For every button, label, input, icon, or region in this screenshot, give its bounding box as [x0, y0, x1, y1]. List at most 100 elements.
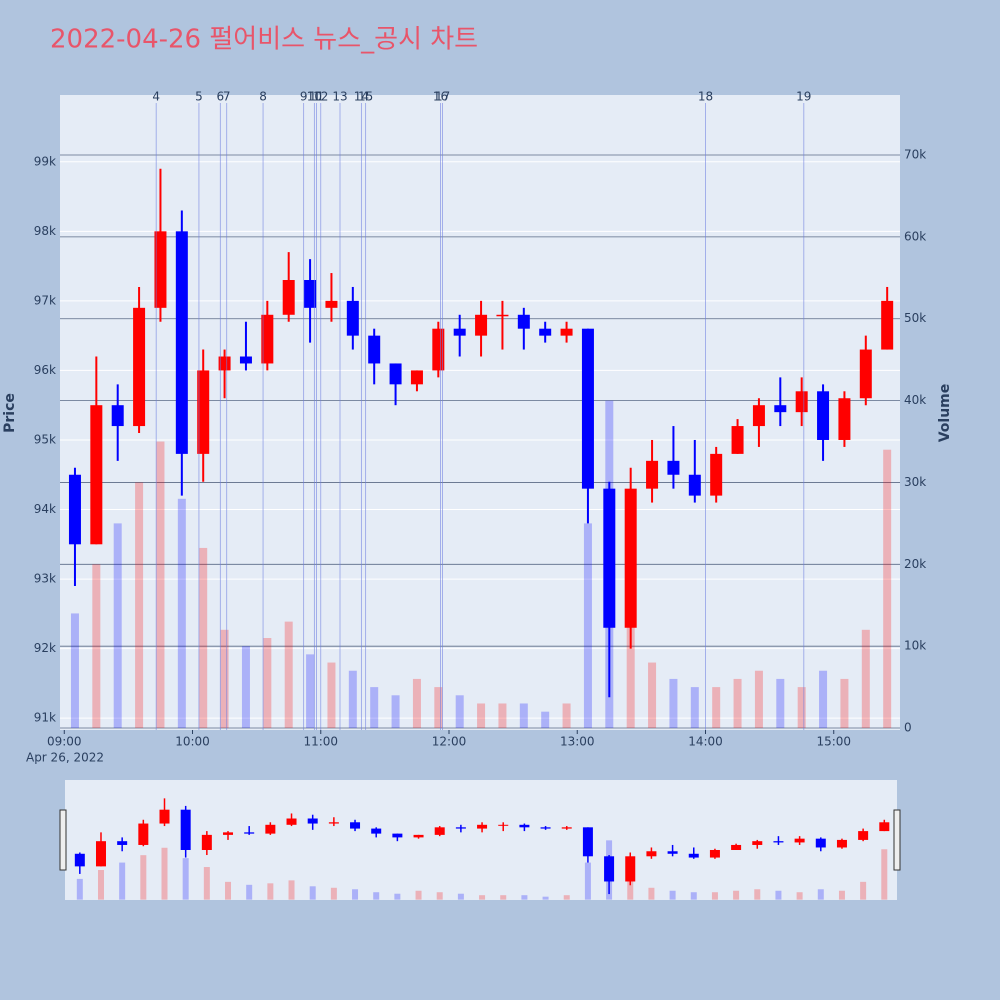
mini-volume-bar [563, 895, 570, 900]
y2-tick-label: 60k [904, 229, 926, 243]
news-label: 9 [300, 90, 308, 104]
y-tick-label: 93k [34, 572, 56, 586]
mini-candle-body [138, 823, 149, 845]
mini-volume-bar [796, 892, 803, 900]
candle-body [603, 488, 616, 628]
news-label: 8 [259, 90, 267, 104]
mini-volume-bar [76, 878, 83, 900]
y-axis-title: Price [2, 393, 18, 433]
candle-body [218, 356, 231, 371]
chart-title: 2022-04-26 펄어비스 뉴스_공시 차트 [50, 25, 478, 55]
volume-bar [220, 629, 229, 729]
y-tick-label: 98k [34, 224, 56, 238]
y2-tick-label: 50k [904, 311, 926, 325]
volume-bar [348, 670, 357, 729]
candle-body [731, 426, 744, 454]
news-label: 15 [358, 90, 373, 104]
mini-candle-body [836, 839, 847, 848]
mini-candle-body [328, 822, 339, 824]
news-label: 5 [195, 90, 203, 104]
candle-body [774, 405, 787, 413]
mini-volume-bar [97, 869, 104, 900]
mini-volume-bar [457, 893, 464, 900]
mini-volume-bar [690, 892, 697, 900]
y-tick-label: 91k [34, 711, 56, 725]
mini-candle-body [117, 841, 128, 845]
candle-body [304, 280, 317, 308]
x-date-label: Apr 26, 2022 [26, 751, 104, 765]
mini-volume-bar [225, 881, 232, 900]
y-tick-label: 97k [34, 293, 56, 307]
mini-volume-bar [394, 893, 401, 900]
volume-bar [177, 498, 186, 729]
news-label: 12 [313, 90, 328, 104]
y-tick-label: 96k [34, 363, 56, 377]
slider-handle[interactable] [59, 809, 67, 871]
mini-volume-bar [648, 887, 655, 900]
mini-volume-bar [521, 895, 528, 900]
news-label: 10 [307, 90, 322, 104]
candle-body [325, 300, 338, 308]
mini-candle-body [561, 827, 572, 829]
mini-volume-bar [203, 867, 210, 900]
volume-bar [92, 564, 101, 729]
news-label: 14 [354, 90, 369, 104]
volume-bar [690, 687, 699, 729]
y-tick-label: 92k [34, 641, 56, 655]
x-tick-label: 11:00 [303, 735, 338, 749]
slider-handle[interactable] [893, 809, 901, 871]
volume-bar [733, 678, 742, 729]
y-tick-label: 99k [34, 154, 56, 168]
mini-volume-bar [584, 862, 591, 900]
mini-candle-body [392, 833, 403, 838]
y-tick-label: 95k [34, 432, 56, 446]
mini-volume-bar [373, 892, 380, 900]
mini-candle-body [286, 818, 297, 825]
mini-candle-body [180, 809, 191, 850]
news-label: 17 [435, 90, 450, 104]
mini-candle-body [709, 849, 720, 858]
news-label: 18 [698, 90, 713, 104]
mini-volume-bar [711, 892, 718, 900]
candle-body [795, 391, 808, 413]
mini-candle-body [794, 838, 805, 843]
volume-bar [113, 523, 122, 729]
mini-volume-bar [627, 875, 634, 900]
mini-volume-bar [817, 889, 824, 900]
mini-volume-bar [754, 889, 761, 900]
volume-bar [840, 678, 849, 729]
candle-body [859, 349, 872, 399]
volume-bar [861, 629, 870, 729]
mini-volume-bar [161, 847, 168, 900]
mini-volume-bar [838, 890, 845, 900]
mini-candle-body [773, 841, 784, 843]
candle-body [432, 328, 445, 371]
y2-tick-label: 30k [904, 475, 926, 489]
mini-volume-bar [246, 884, 253, 900]
mini-volume-bar [775, 890, 782, 900]
x-tick-label: 14:00 [688, 735, 723, 749]
candle-body [410, 370, 423, 385]
mini-volume-bar [542, 896, 549, 900]
y2-tick-label: 10k [904, 639, 926, 653]
volume-bar [391, 695, 400, 729]
mini-candle-body [74, 853, 85, 867]
news-label: 11 [309, 90, 324, 104]
mini-candle-body [434, 827, 445, 835]
volume-bar [819, 670, 828, 729]
y2-tick-label: 70k [904, 148, 926, 162]
y-tick-label: 94k [34, 502, 56, 516]
volume-bar [519, 703, 528, 729]
candle-body [68, 474, 81, 545]
mini-candle-body [223, 832, 234, 835]
mini-candle-body [752, 841, 763, 845]
candle-body [817, 391, 830, 440]
mini-volume-bar [182, 858, 189, 900]
mini-candle-body [646, 851, 657, 857]
mini-volume-bar [288, 880, 295, 900]
mini-candle-body [667, 851, 678, 854]
candle-body [475, 314, 488, 336]
volume-bar [70, 613, 79, 729]
mini-candle-body [265, 824, 276, 834]
mini-candle-body [413, 834, 424, 838]
